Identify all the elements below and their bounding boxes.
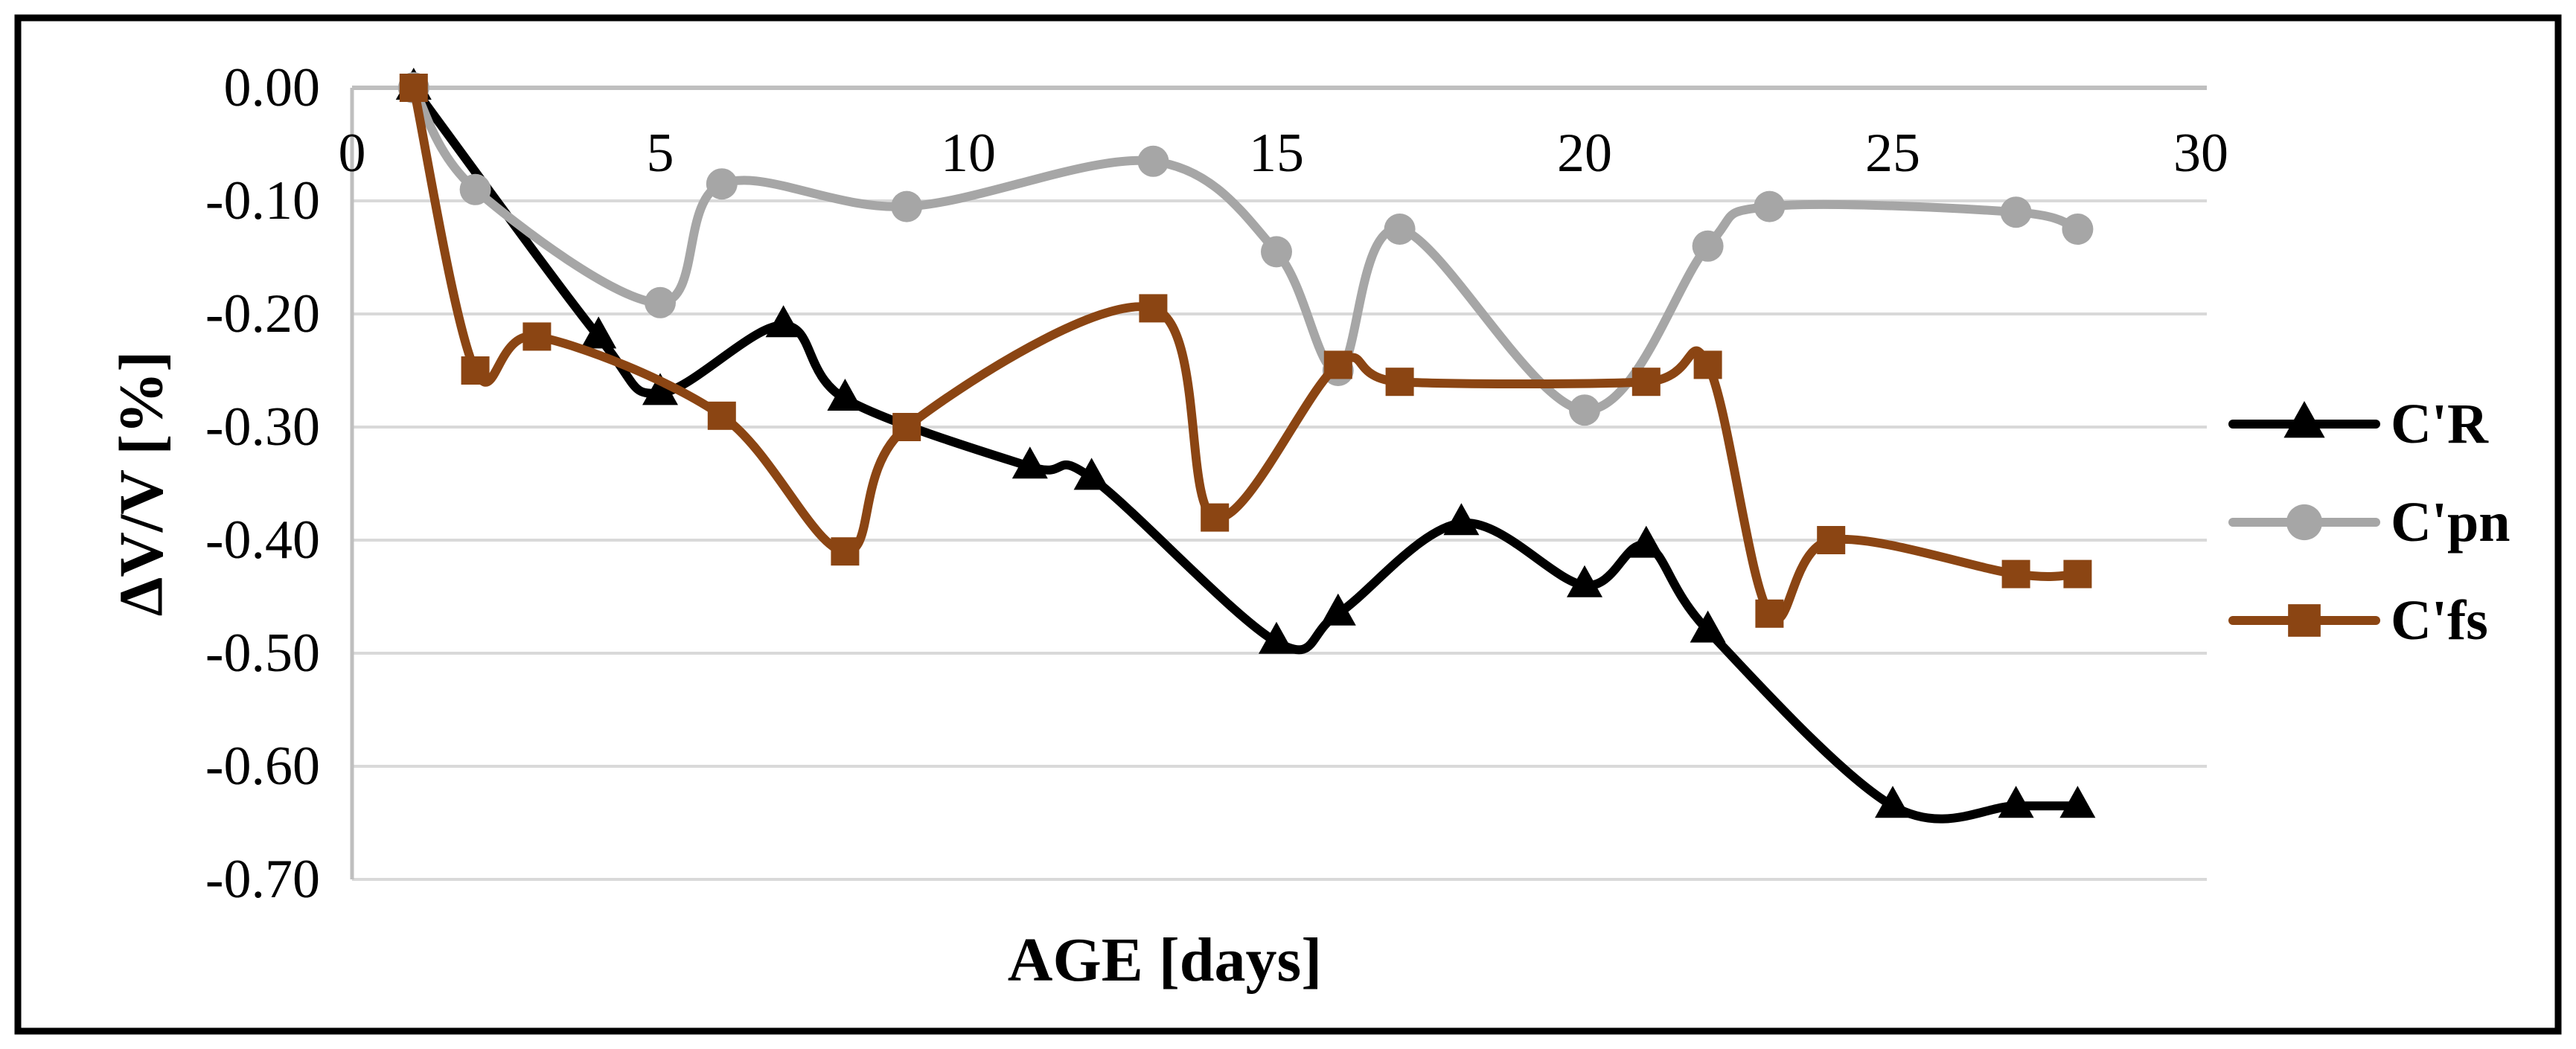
x-tick-label: 5 [647, 123, 674, 184]
circle-marker [1137, 145, 1169, 177]
square-marker [522, 322, 552, 351]
x-tick-label: 30 [2173, 123, 2228, 184]
circle-marker [2000, 196, 2032, 228]
triangle-marker [1875, 786, 1911, 818]
circle-marker [1692, 230, 1724, 262]
square-marker [892, 413, 921, 441]
series-line-cpn [409, 83, 2083, 415]
triangle-marker [1259, 621, 1294, 654]
triangle-marker [765, 305, 802, 338]
y-tick-label: -0.60 [205, 736, 320, 797]
circle-marker [1754, 190, 1786, 222]
circle-marker [1261, 236, 1292, 268]
legend-label: C'pn [2391, 491, 2511, 554]
triangle-marker [1073, 458, 1110, 490]
circle-marker [2286, 504, 2323, 541]
y-tick-label: -0.50 [205, 623, 320, 684]
triangle-marker [1320, 593, 1356, 626]
triangle-marker [1998, 786, 2034, 818]
x-axis-title: AGE [days] [1008, 926, 1322, 995]
x-tick-label: 20 [1557, 123, 1612, 184]
triangle-marker [1011, 446, 1048, 479]
square-marker [1817, 526, 1846, 554]
x-tick-label: 25 [1865, 123, 1920, 184]
tick-labels: 0.00 -0.10 -0.20 -0.30 -0.40 -0.50 -0.60 -0.70 0… [205, 57, 2228, 910]
legend-label: C'fs [2391, 589, 2488, 652]
series-cfs [399, 74, 2092, 628]
y-tick-label: -0.10 [205, 170, 320, 231]
x-tick-label: 15 [1249, 123, 1304, 184]
series-cr [395, 68, 2096, 824]
circle-marker [706, 168, 738, 200]
triangle-marker [1443, 503, 1480, 536]
square-marker [1755, 599, 1784, 628]
circle-marker [645, 286, 676, 318]
square-marker [1693, 350, 1722, 379]
square-marker [1201, 503, 1230, 532]
legend: C'R C'pn C'fs [2228, 393, 2511, 652]
triangle-marker [1690, 610, 1726, 643]
y-tick-label: -0.20 [205, 283, 320, 344]
triangle-marker [642, 373, 678, 405]
triangle-marker [827, 379, 863, 411]
x-tick-label: 10 [941, 123, 996, 184]
square-marker [1385, 368, 1414, 397]
triangle-marker [1628, 525, 1664, 558]
x-tick-label: 0 [339, 123, 366, 184]
square-marker [1323, 350, 1352, 379]
circle-marker [891, 190, 923, 222]
square-marker [461, 356, 490, 385]
square-marker [707, 401, 736, 430]
legend-item-cfs: C'fs [2228, 589, 2488, 652]
square-marker [2001, 559, 2030, 588]
series-layer [395, 68, 2096, 824]
y-axis-title: ΔV/V [%] [107, 351, 176, 617]
triangle-marker [1567, 565, 1602, 597]
circle-marker [2062, 214, 2094, 245]
square-marker [1139, 294, 1168, 323]
legend-label: C'R [2391, 393, 2489, 455]
square-marker [399, 74, 428, 102]
square-marker [2063, 559, 2092, 588]
triangle-marker [2059, 786, 2096, 818]
figure-border [14, 14, 2562, 1035]
triangle-marker [2283, 400, 2325, 438]
legend-item-cpn: C'pn [2228, 491, 2511, 554]
gridlines [350, 86, 2207, 881]
square-marker [1631, 368, 1661, 397]
circle-marker [459, 173, 491, 205]
y-tick-label: -0.30 [205, 397, 320, 458]
square-marker [831, 537, 860, 566]
legend-item-cr: C'R [2228, 393, 2489, 455]
y-tick-label: -0.70 [205, 849, 320, 910]
circle-marker [1384, 214, 1416, 245]
series-line-cr [409, 83, 2083, 824]
triangle-marker [581, 316, 617, 349]
square-marker [2288, 604, 2321, 637]
circle-marker [1569, 394, 1600, 426]
y-tick-label: 0.00 [224, 57, 321, 118]
y-tick-label: -0.40 [205, 510, 320, 571]
